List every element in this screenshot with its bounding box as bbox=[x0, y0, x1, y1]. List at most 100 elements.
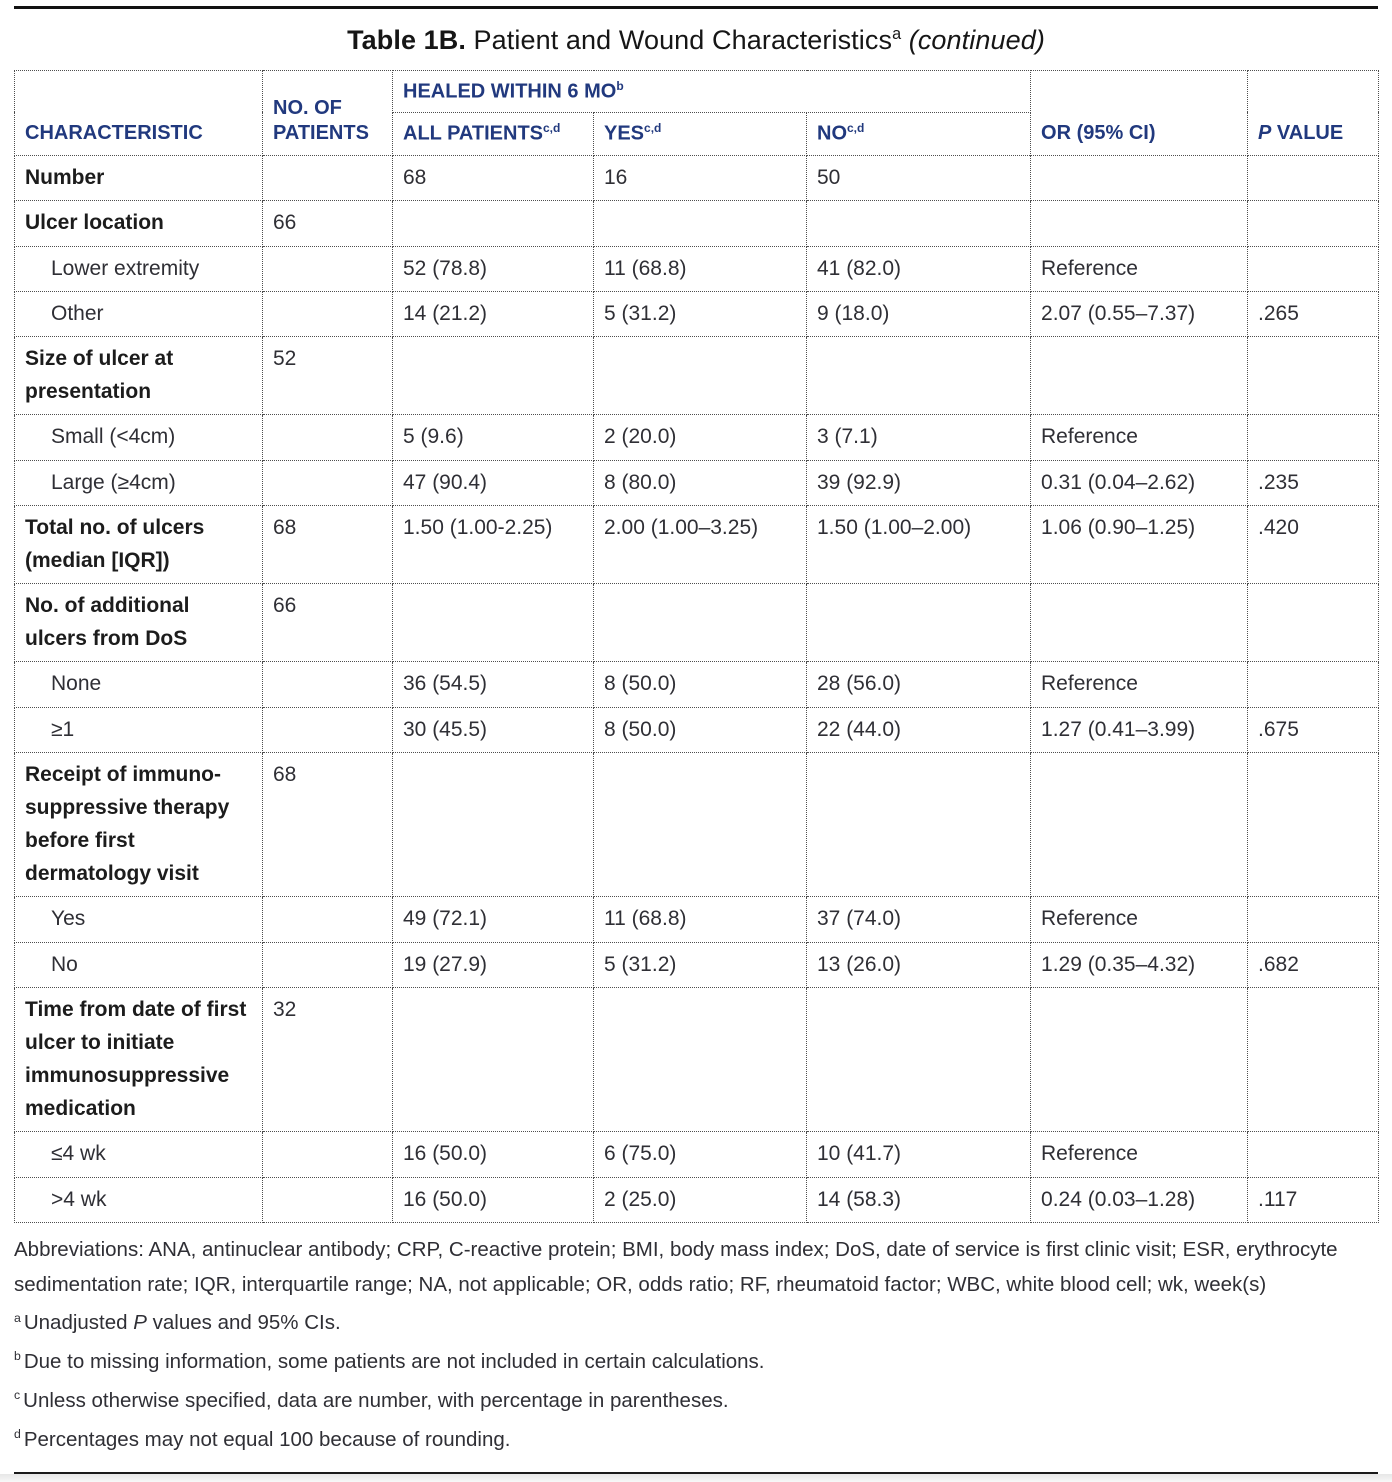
cell-all-patients bbox=[392, 986, 594, 1133]
cell-yes: 11 (68.8) bbox=[593, 245, 807, 292]
footnote-b-text: Due to missing information, some patient… bbox=[23, 1350, 765, 1374]
footnotes: Abbreviations: ANA, antinuclear antibody… bbox=[14, 1233, 1378, 1458]
cell-all-patients: 16 (50.0) bbox=[392, 1131, 594, 1178]
cell-p-value bbox=[1247, 751, 1380, 898]
yes-footnote-marker: c,d bbox=[644, 120, 662, 135]
cell-or: Reference bbox=[1030, 1131, 1249, 1178]
col-group-header-healed: HEALED WITHIN 6 MOb bbox=[391, 70, 1032, 113]
cell-all-patients: 5 (9.6) bbox=[392, 414, 594, 461]
cell-or: Reference bbox=[1030, 414, 1249, 461]
cell-p-value bbox=[1247, 245, 1380, 292]
top-rule bbox=[14, 6, 1378, 9]
cell-p-value bbox=[1247, 1131, 1380, 1178]
cell-p-value: .265 bbox=[1247, 290, 1380, 338]
cell-all-patients bbox=[392, 751, 594, 898]
table-row: Other 14 (21.2) 5 (31.2) 9 (18.0) 2.07 (… bbox=[14, 290, 1380, 338]
p-value-rest: VALUE bbox=[1271, 122, 1344, 145]
cell-or: 1.29 (0.35–4.32) bbox=[1030, 941, 1249, 988]
cell-p-value bbox=[1247, 896, 1380, 943]
cell-p-value bbox=[1247, 335, 1380, 416]
cell-yes: 8 (80.0) bbox=[593, 459, 807, 506]
cell-or: 0.24 (0.03–1.28) bbox=[1030, 1176, 1249, 1223]
table-title-continued: (continued) bbox=[908, 25, 1045, 55]
cell-yes bbox=[593, 335, 807, 416]
yes-label: YES bbox=[604, 122, 645, 145]
row-label: Other bbox=[14, 290, 263, 338]
cell-n-patients bbox=[262, 896, 393, 943]
cell-no: 39 (92.9) bbox=[805, 459, 1032, 506]
col-header-all-patients: ALL PATIENTSc,d bbox=[392, 111, 594, 157]
cell-p-value bbox=[1247, 414, 1380, 461]
cell-yes: 2 (20.0) bbox=[593, 414, 807, 461]
healed-footnote-marker: b bbox=[616, 79, 624, 93]
cell-yes bbox=[593, 200, 807, 247]
cell-yes bbox=[593, 986, 807, 1133]
table-row: Yes 49 (72.1) 11 (68.8) 37 (74.0) Refere… bbox=[14, 896, 1380, 943]
cell-n-patients: 66 bbox=[262, 583, 393, 663]
cell-no: 1.50 (1.00–2.00) bbox=[805, 504, 1032, 585]
cell-no: 13 (26.0) bbox=[805, 941, 1032, 988]
cell-all-patients bbox=[392, 200, 594, 247]
cell-all-patients bbox=[392, 583, 594, 663]
cell-no: 10 (41.7) bbox=[805, 1131, 1032, 1178]
cell-no bbox=[805, 335, 1032, 416]
cell-yes: 8 (50.0) bbox=[593, 661, 807, 708]
row-label: Receipt of immuno-suppressive therapy be… bbox=[14, 751, 263, 898]
footnote-a-pre: Unadjusted bbox=[23, 1311, 134, 1335]
cell-n-patients bbox=[262, 1176, 393, 1223]
cell-n-patients: 66 bbox=[262, 200, 393, 247]
p-value-italic: P bbox=[1258, 122, 1272, 145]
cell-n-patients bbox=[262, 245, 393, 292]
cell-n-patients bbox=[262, 155, 393, 202]
cell-no: 41 (82.0) bbox=[805, 245, 1032, 292]
cell-yes: 5 (31.2) bbox=[593, 941, 807, 988]
cell-p-value: .117 bbox=[1247, 1176, 1380, 1223]
cell-yes: 2.00 (1.00–3.25) bbox=[593, 504, 807, 585]
row-label: None bbox=[14, 661, 263, 708]
footnote-b-marker: b bbox=[14, 1349, 21, 1364]
header-row-top: CHARACTERISTIC NO. OF PATIENTS HEALED WI… bbox=[14, 69, 1380, 157]
cell-yes: 5 (31.2) bbox=[593, 290, 807, 338]
cell-no: 3 (7.1) bbox=[805, 414, 1032, 461]
cell-or bbox=[1030, 200, 1249, 247]
cell-or: 1.06 (0.90–1.25) bbox=[1030, 504, 1249, 585]
cell-p-value bbox=[1247, 986, 1380, 1133]
cell-or bbox=[1030, 335, 1249, 416]
table-row: ≥1 30 (45.5) 8 (50.0) 22 (44.0) 1.27 (0.… bbox=[14, 706, 1380, 753]
table-title-text: Patient and Wound Characteristics bbox=[473, 25, 893, 55]
cell-yes: 16 bbox=[593, 155, 807, 202]
cell-no bbox=[805, 200, 1032, 247]
footnote-a-marker: a bbox=[14, 1310, 21, 1325]
row-label: No bbox=[14, 941, 263, 988]
col-header-characteristic: CHARACTERISTIC bbox=[14, 69, 263, 157]
cell-or: Reference bbox=[1030, 245, 1249, 292]
table-row: Ulcer location 66 bbox=[14, 200, 1380, 247]
table-row: Small (<4cm) 5 (9.6) 2 (20.0) 3 (7.1) Re… bbox=[14, 414, 1380, 461]
cell-n-patients bbox=[262, 459, 393, 506]
cell-all-patients: 68 bbox=[392, 155, 594, 202]
cell-no: 37 (74.0) bbox=[805, 896, 1032, 943]
table-row: No. of additional ulcers from DoS 66 bbox=[14, 583, 1380, 663]
cell-yes bbox=[593, 751, 807, 898]
col-header-or-ci: OR (95% CI) bbox=[1030, 69, 1249, 157]
row-label: Lower extremity bbox=[14, 245, 263, 292]
table-page: Table 1B. Patient and Wound Characteristi… bbox=[0, 6, 1392, 1474]
footnote-c-text: Unless otherwise specified, data are num… bbox=[23, 1389, 729, 1413]
cell-p-value: .675 bbox=[1247, 706, 1380, 753]
table-row: ≤4 wk 16 (50.0) 6 (75.0) 10 (41.7) Refer… bbox=[14, 1131, 1380, 1178]
cell-n-patients: 68 bbox=[262, 504, 393, 585]
cell-all-patients bbox=[392, 335, 594, 416]
row-label: ≤4 wk bbox=[14, 1131, 263, 1178]
all-patients-label: ALL PATIENTS bbox=[403, 122, 543, 145]
footnote-d: d Percentages may not equal 100 because o… bbox=[14, 1423, 1378, 1458]
healed-label: HEALED WITHIN 6 MO bbox=[403, 80, 617, 103]
cell-or bbox=[1030, 986, 1249, 1133]
cell-no: 22 (44.0) bbox=[805, 706, 1032, 753]
cell-all-patients: 52 (78.8) bbox=[392, 245, 594, 292]
cell-n-patients bbox=[262, 290, 393, 338]
row-label: >4 wk bbox=[14, 1176, 263, 1223]
cell-n-patients bbox=[262, 706, 393, 753]
cell-all-patients: 49 (72.1) bbox=[392, 896, 594, 943]
row-label: Total no. of ulcers (median [IQR]) bbox=[14, 504, 263, 585]
table-title: Table 1B. Patient and Wound Characteristi… bbox=[14, 25, 1378, 56]
